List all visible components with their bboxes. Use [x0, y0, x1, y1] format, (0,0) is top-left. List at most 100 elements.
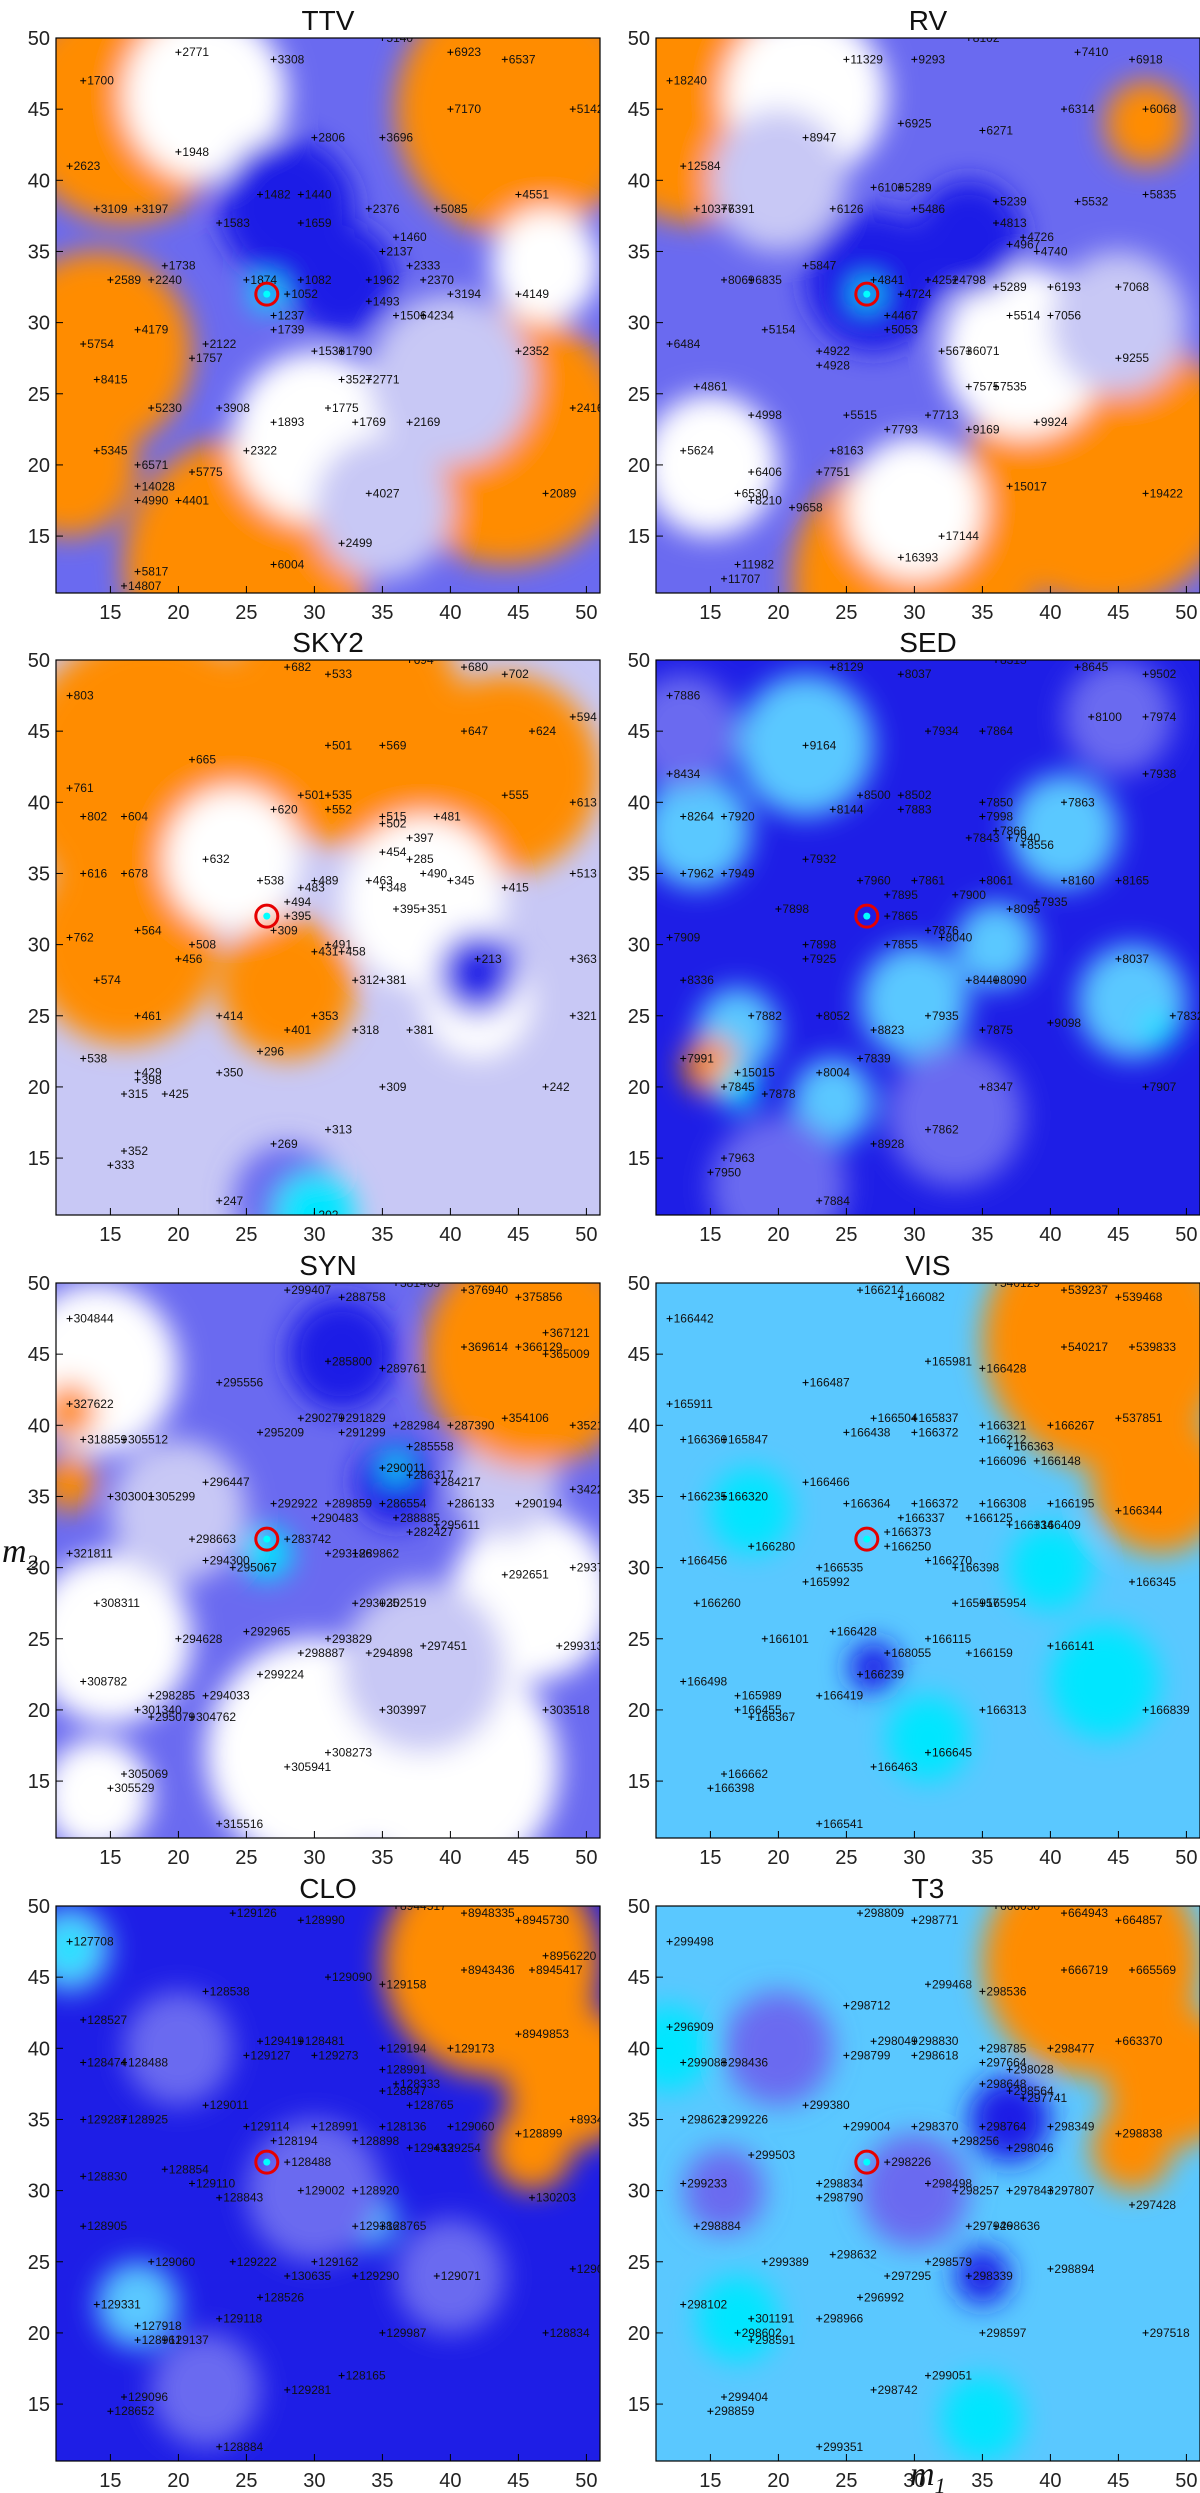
- data-point-label: 2771: [373, 373, 400, 387]
- data-point-marker: [501, 56, 508, 63]
- data-point-label: 2169: [414, 415, 441, 429]
- y-tick-label: 25: [628, 384, 650, 406]
- data-point-label: 4813: [1000, 216, 1027, 230]
- best-fit-marker: [854, 1526, 880, 1552]
- data-point-marker: [175, 497, 182, 504]
- data-point-label: 289761: [386, 1361, 426, 1375]
- data-point-marker: [721, 1436, 727, 1443]
- data-point-marker: [379, 2329, 386, 2336]
- panel-sky2-points: 682 533 694 680 702 803 594 647 624 501 569 665 761 6…: [66, 660, 597, 1215]
- data-point-marker: [1115, 2130, 1122, 2137]
- data-point-marker: [884, 312, 891, 319]
- panel-title: VIS: [905, 1250, 950, 1281]
- x-tick-label: 20: [767, 1224, 789, 1246]
- data-point-label: 166235: [687, 1489, 727, 1503]
- data-point-marker: [515, 1500, 522, 1507]
- data-point-label: 298436: [728, 2056, 768, 2070]
- data-point-label: 2137: [386, 244, 413, 258]
- field-region: [396, 38, 600, 238]
- data-point-marker: [707, 1169, 714, 1176]
- data-point-label: 129002: [305, 2184, 345, 2198]
- data-point-label: 166428: [837, 1625, 877, 1639]
- data-point-marker: [134, 2337, 141, 2344]
- data-point-marker: [680, 1055, 687, 1062]
- data-point-label: 1659: [305, 216, 332, 230]
- best-fit-marker-center: [863, 1535, 871, 1543]
- data-point-marker: [965, 2223, 972, 2230]
- data-point-label: 298894: [1054, 2262, 1094, 2276]
- data-point-label: 128165: [346, 2369, 386, 2383]
- x-tick-label: 50: [1175, 2470, 1197, 2492]
- data-point-marker: [134, 1076, 141, 1083]
- data-point-marker: [680, 447, 687, 454]
- data-point-marker: [420, 1642, 427, 1649]
- data-point-label: 6530: [742, 486, 769, 500]
- data-point-label: 299226: [728, 2112, 768, 2126]
- data-point-label: 7793: [891, 422, 918, 436]
- data-point-label: 678: [128, 866, 148, 880]
- data-point-marker: [870, 2386, 877, 2393]
- data-point-marker: [325, 742, 331, 749]
- x-tick-label: 40: [1039, 1847, 1061, 1869]
- data-point-label: 539237: [1068, 1283, 1108, 1297]
- data-point-marker: [393, 906, 399, 913]
- data-point-marker: [884, 941, 891, 948]
- data-point-label: 297843: [1014, 2184, 1054, 2198]
- data-point-label: 128194: [278, 2134, 318, 2148]
- x-tick-label: 45: [1107, 602, 1129, 624]
- data-point-label: 2376: [373, 202, 400, 216]
- data-point-label: 295556: [223, 1376, 263, 1390]
- data-point-label: 298742: [878, 2383, 918, 2397]
- data-point-label: 298663: [196, 1532, 236, 1546]
- data-point-marker: [816, 2180, 823, 2187]
- field-region: [1091, 2105, 1173, 2191]
- data-point-marker: [393, 1514, 399, 1521]
- data-point-marker: [816, 362, 823, 369]
- field-region: [968, 2076, 1051, 2163]
- data-point-label: 7935: [932, 1009, 959, 1023]
- data-point-label: 288758: [346, 1290, 386, 1304]
- best-fit-marker: [254, 903, 280, 929]
- data-point-marker: [107, 1162, 114, 1169]
- data-point-label: 6108: [878, 180, 905, 194]
- data-point-label: 7998: [986, 810, 1013, 824]
- data-point-label: 8100: [1095, 710, 1122, 724]
- data-point-marker: [680, 1557, 687, 1564]
- data-point-label: 129137: [169, 2333, 209, 2347]
- data-point-label: 4401: [182, 494, 209, 508]
- data-point-label: 168055: [891, 1646, 931, 1660]
- data-point-marker: [569, 2265, 576, 2272]
- data-point-marker: [925, 1635, 931, 1642]
- data-point-marker: [843, 412, 850, 419]
- y-tick-label: 35: [628, 2109, 650, 2131]
- data-point-label: 297807: [1054, 2184, 1094, 2198]
- x-tick-label: 30: [903, 1847, 925, 1869]
- data-point-label: 309: [278, 923, 298, 937]
- data-point-label: 321: [577, 1009, 597, 1023]
- data-point-marker: [734, 1069, 741, 1076]
- data-point-marker: [80, 2116, 87, 2123]
- field-region: [683, 2147, 765, 2234]
- data-point-label: 8061: [986, 874, 1013, 888]
- data-point-marker: [257, 1048, 263, 1055]
- data-point-label: 298579: [932, 2255, 972, 2269]
- data-point-marker: [216, 220, 223, 226]
- data-point-marker: [816, 2194, 823, 2201]
- data-point-marker: [979, 2080, 986, 2087]
- data-point-label: 2370: [427, 273, 454, 287]
- data-point-marker: [93, 1600, 100, 1607]
- data-point-marker: [270, 56, 277, 63]
- data-point-marker: [897, 291, 904, 298]
- data-point-label: 8165: [1122, 874, 1149, 888]
- y-tick-label: 20: [628, 1077, 650, 1099]
- data-point-label: 4990: [142, 494, 169, 508]
- data-point-label: 2122: [210, 337, 237, 351]
- data-point-label: 166141: [1054, 1639, 1094, 1653]
- data-point-label: 381: [386, 973, 406, 987]
- data-point-marker: [816, 469, 823, 476]
- field-region: [287, 222, 396, 337]
- data-point-label: 2771: [182, 45, 209, 59]
- data-point-marker: [1074, 664, 1081, 671]
- data-point-marker: [501, 792, 508, 799]
- y-tick-label: 20: [628, 2323, 650, 2345]
